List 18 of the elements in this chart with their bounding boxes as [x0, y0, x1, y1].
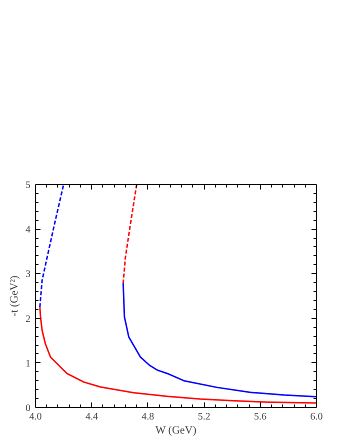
x-tick-label: 6.0	[310, 412, 323, 422]
line-series	[122, 184, 138, 284]
y-tick-label: 2	[26, 314, 30, 325]
line-series	[122, 282, 316, 398]
line-series	[39, 306, 316, 404]
x-tick-label: 4.4	[85, 412, 98, 422]
y-tick-label: 0	[26, 403, 30, 414]
y-tick-label: 4	[26, 224, 30, 236]
x-tick-label: 4.0	[29, 412, 42, 422]
line-series	[39, 184, 64, 308]
x-tick-label: 5.2	[198, 412, 210, 422]
x-tick-label: 4.8	[142, 412, 154, 422]
y-tick-label: 1	[26, 358, 30, 370]
x-axis-title: W (GeV)	[155, 424, 197, 436]
x-tick-label: 5.6	[254, 412, 267, 422]
y-tick-label: 3	[26, 269, 30, 280]
y-axis-title: -t (GeV²)	[8, 275, 20, 316]
y-tick-label: 5	[26, 180, 30, 191]
